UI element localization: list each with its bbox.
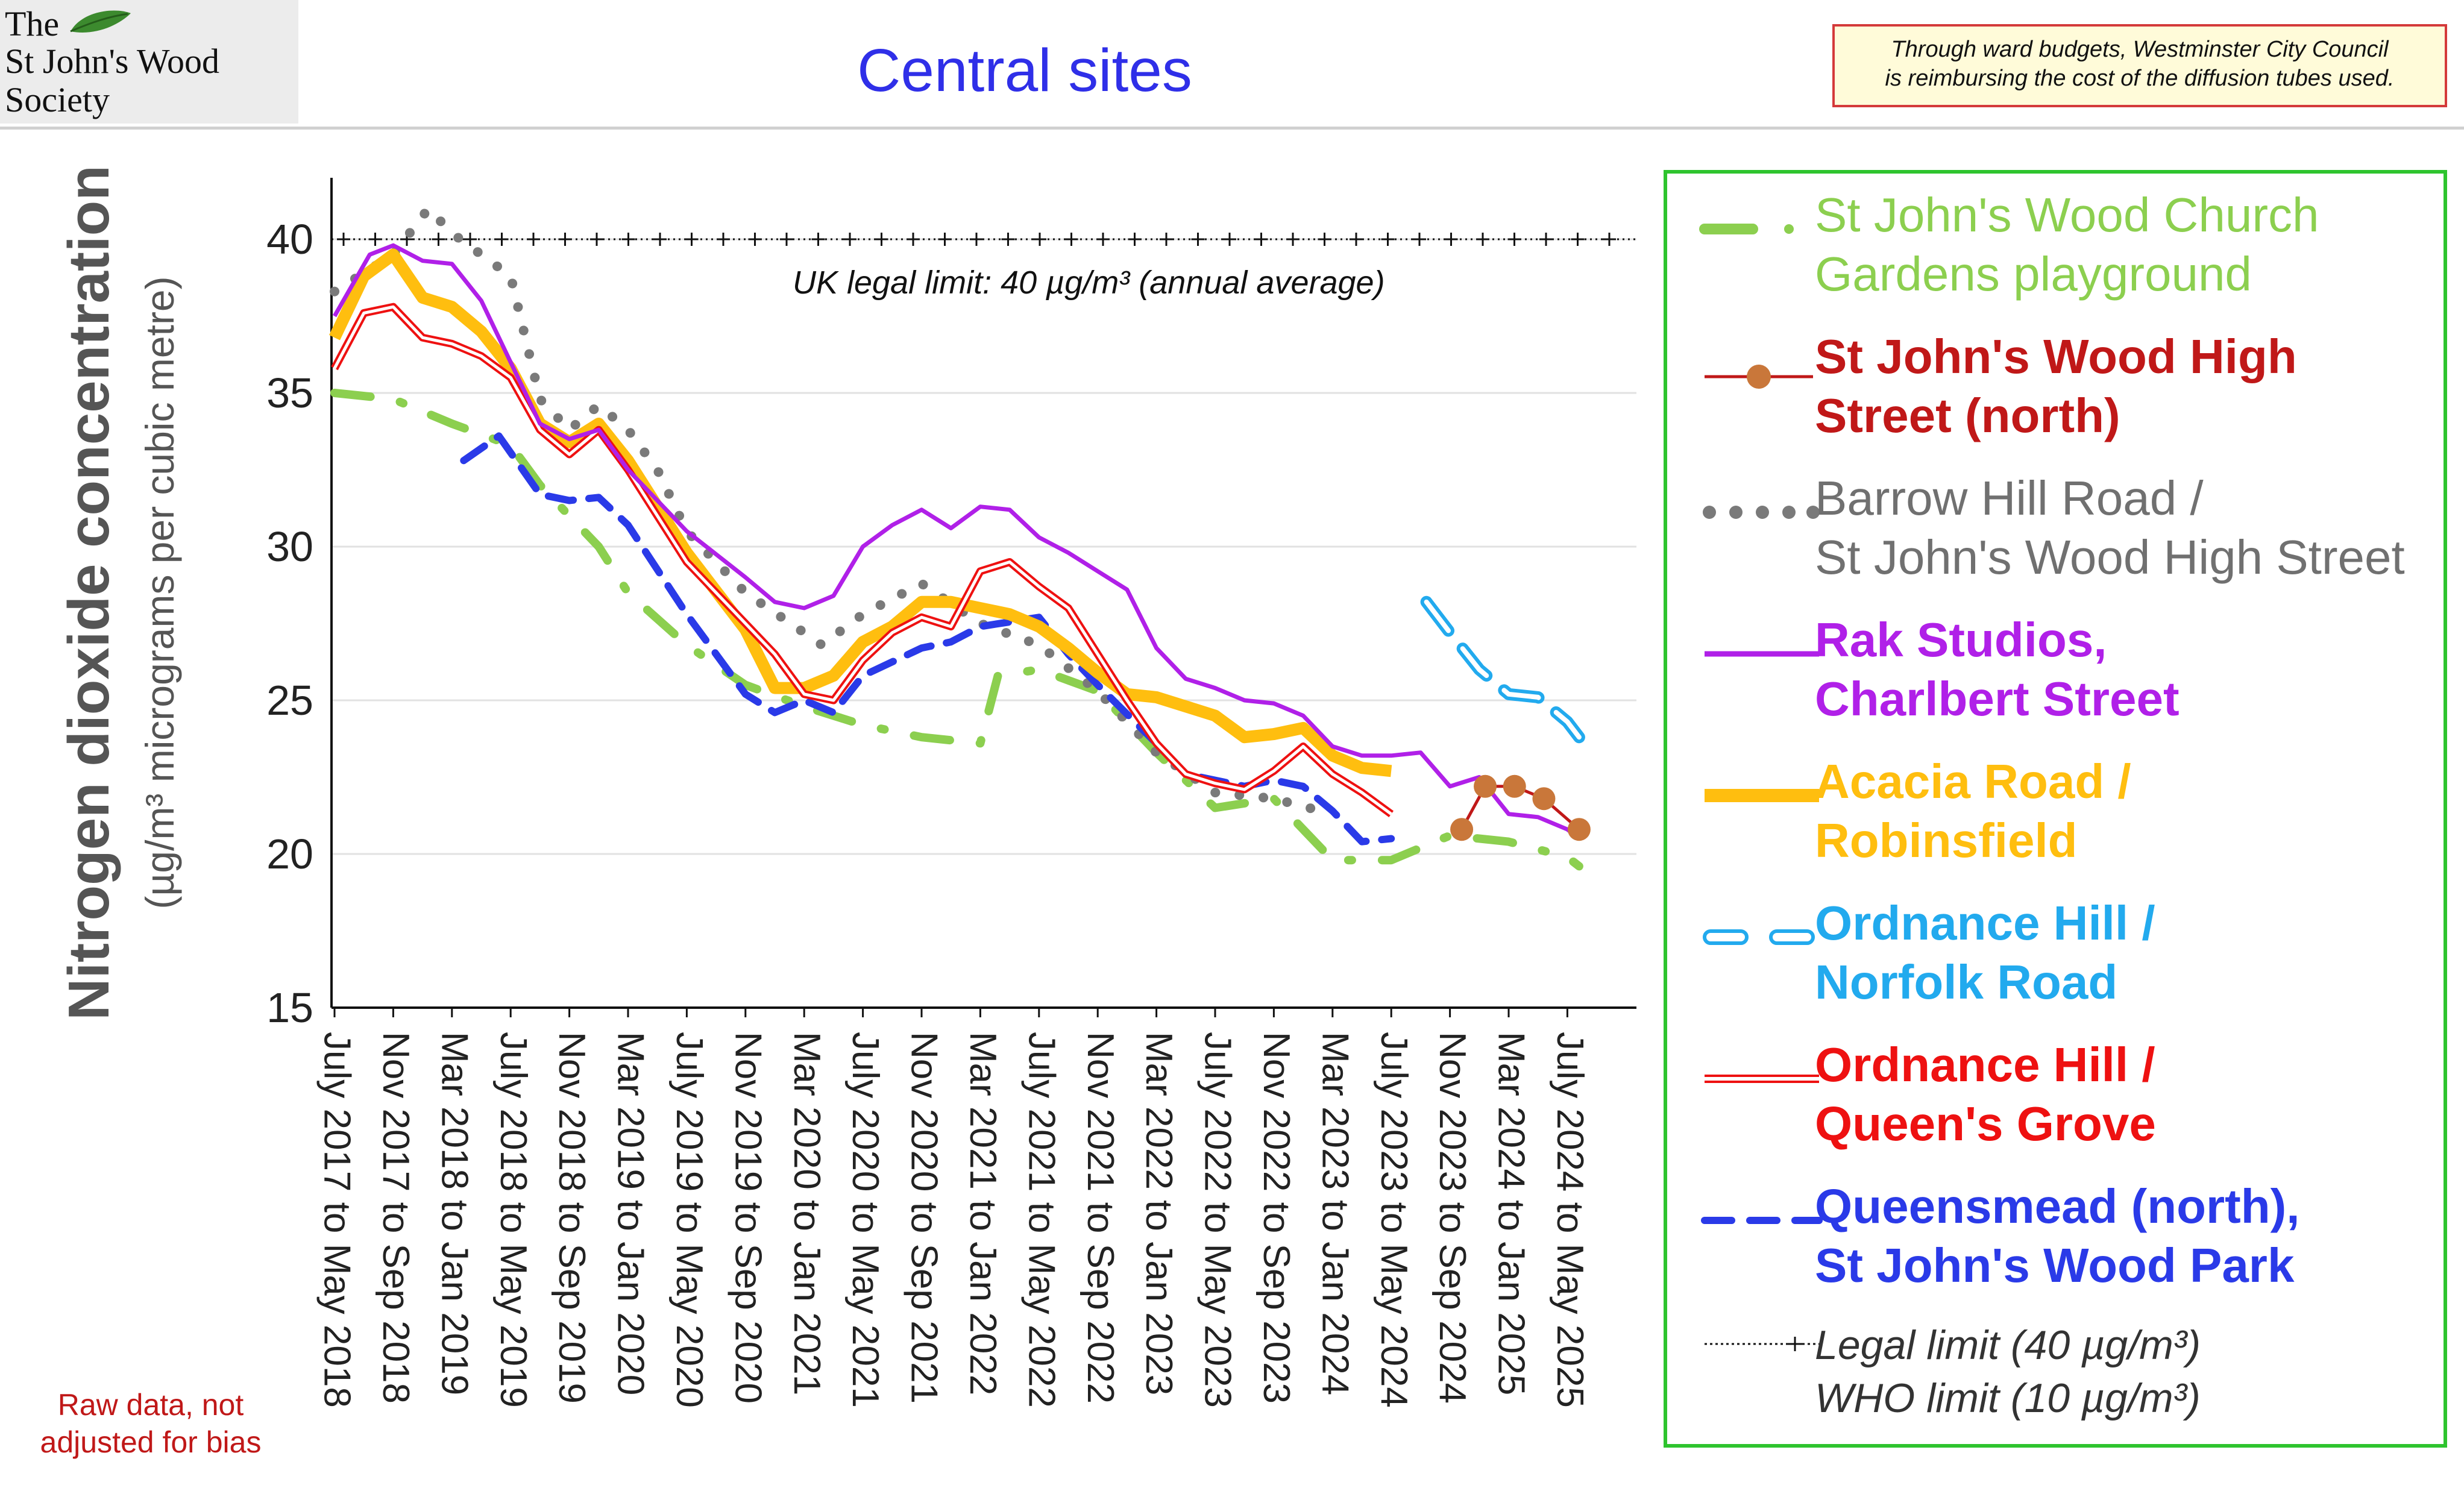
y-tick-label: 25	[266, 677, 313, 724]
x-tick-label: July 2018 to May 2019	[492, 1032, 534, 1408]
x-tick-label: Mar 2024 to Jan 2025	[1491, 1032, 1532, 1395]
y-axis-title: Nitrogen dioxide concentration	[57, 165, 121, 1020]
leaf-icon	[70, 10, 131, 33]
x-tick-label: Nov 2020 to Sep 2021	[904, 1032, 945, 1404]
bias-note: Raw data, not adjusted for bias	[40, 1388, 262, 1459]
no2-line-chart: 15 20 25 30 35 40 July 2017 to May 2018 Nov 201…	[57, 165, 1636, 1408]
x-tick-label: July 2021 to May 2022	[1020, 1032, 1062, 1408]
legend-label-rak: Rak Studios, Charlbert Street	[1815, 613, 2180, 726]
x-tick-label: Nov 2019 to Sep 2020	[727, 1032, 768, 1404]
legend-label-ordnance-queens: Ordnance Hill / Queen's Grove	[1815, 1038, 2156, 1151]
chart-title: Central sites	[857, 37, 1192, 104]
x-tick-label: Mar 2019 to Jan 2020	[610, 1032, 652, 1395]
legend-label-barrow: Barrow Hill Road / St John's Wood High S…	[1815, 471, 2405, 584]
legend-label-church: St John's Wood Church Gardens playground	[1815, 188, 2319, 301]
funding-note-line-1: Through ward budgets, Westminster City C…	[1891, 37, 2389, 62]
x-tick-label: Nov 2018 to Sep 2019	[551, 1032, 592, 1404]
x-tick-label: Nov 2022 to Sep 2023	[1256, 1032, 1297, 1404]
x-tick-label: Nov 2021 to Sep 2022	[1080, 1032, 1121, 1404]
legend-label-high-street: St John's Wood High Street (north)	[1815, 330, 2297, 442]
legend-swatch-acacia	[1705, 789, 1819, 802]
x-tick-label: Nov 2017 to Sep 2018	[375, 1032, 416, 1404]
legend-swatch-queensmead	[1701, 1217, 1823, 1224]
data-point-high-street	[1503, 774, 1526, 798]
data-point-high-street	[1532, 787, 1556, 811]
legend-swatch-ordnance-queens	[1705, 1075, 1819, 1083]
y-tick-label: 15	[266, 984, 313, 1031]
x-tick-label: Mar 2023 to Jan 2024	[1314, 1032, 1356, 1395]
x-tick-label: Mar 2018 to Jan 2019	[433, 1032, 475, 1395]
series-line-acacia	[328, 248, 1392, 777]
data-point-high-street	[1567, 818, 1591, 841]
funding-note: Through ward budgets, Westminster City C…	[1832, 24, 2447, 107]
legend-label-who-limit: WHO limit (10 µg/m³)	[1815, 1375, 2201, 1421]
series-line-ordnance-queens	[331, 303, 1394, 817]
series-line-rak	[332, 243, 1581, 841]
chart-frame	[0, 127, 2464, 1486]
series-line-ordnance-norfolk	[1420, 595, 1585, 744]
x-tick-label: July 2019 to May 2020	[668, 1032, 710, 1408]
legend: St John's Wood Church Gardens playground…	[1664, 170, 2447, 1448]
y-axis-subtitle: (µg/m³ micrograms per cubic metre)	[137, 276, 182, 909]
y-tick-label: 40	[266, 216, 313, 263]
logo-line-2: St John's Wood	[5, 42, 220, 81]
series-line-ordnance-norfolk-inner	[1424, 599, 1582, 740]
funding-note-line-2: is reimbursing the cost of the diffusion…	[1885, 66, 2395, 91]
series-line-ordnance-queens-inner	[333, 305, 1392, 815]
legend-label-acacia: Acacia Road / Robinsfield	[1815, 755, 2131, 867]
logo-line-3: Society	[5, 80, 110, 119]
legend-label-ordnance-norfolk: Ordnance Hill / Norfolk Road	[1815, 896, 2155, 1009]
legend-label-queensmead: Queensmead (north), St John's Wood Park	[1815, 1179, 2300, 1292]
legal-limit-annotation: UK legal limit: 40 µg/m³ (annual average…	[793, 265, 1385, 301]
x-tick-label: July 2020 to May 2021	[844, 1032, 886, 1408]
series-line-church	[330, 389, 1583, 871]
legend-swatch-ordnance-norfolk	[1703, 929, 1815, 945]
data-point-high-street	[1474, 774, 1497, 798]
y-tick-label: 30	[266, 523, 313, 570]
x-tick-label: Mar 2020 to Jan 2021	[786, 1032, 828, 1395]
legend-swatch-church	[1699, 224, 1794, 234]
x-tick-label: Mar 2022 to Jan 2023	[1138, 1032, 1180, 1395]
x-tick-label: Mar 2021 to Jan 2022	[962, 1032, 1004, 1395]
x-tick-label: July 2024 to May 2025	[1549, 1032, 1591, 1408]
x-tick-label: July 2022 to May 2023	[1197, 1032, 1239, 1408]
society-logo: The St John's Wood Society	[0, 0, 298, 124]
y-tick-label: 20	[266, 830, 313, 877]
x-tick-label: July 2017 to May 2018	[316, 1032, 358, 1408]
data-point-high-street	[1450, 818, 1474, 841]
legend-swatch-legal-limit	[1705, 1337, 1819, 1351]
legend-swatch-rak	[1705, 651, 1819, 657]
logo-line-1: The	[5, 4, 60, 43]
y-tick-label: 35	[266, 369, 313, 416]
legend-label-legal-limit: Legal limit (40 µg/m³)	[1815, 1322, 2201, 1368]
x-tick-label: Nov 2023 to Sep 2024	[1432, 1032, 1473, 1404]
legend-swatch-high-street	[1705, 365, 1813, 389]
series-line-queensmead	[460, 432, 1395, 846]
x-tick-label: July 2023 to May 2024	[1373, 1032, 1415, 1408]
legend-swatch-barrow	[1703, 506, 1820, 519]
